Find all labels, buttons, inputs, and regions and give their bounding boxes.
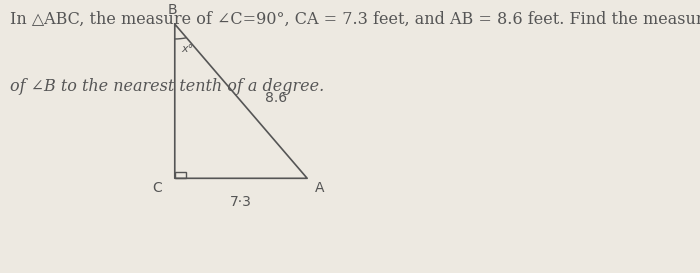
Text: C: C	[152, 181, 162, 195]
Text: of ∠B to the nearest tenth of a degree.: of ∠B to the nearest tenth of a degree.	[10, 78, 324, 95]
Text: A: A	[315, 181, 325, 195]
Bar	[175, 172, 186, 178]
Text: 8.6: 8.6	[265, 91, 287, 105]
Text: B: B	[167, 3, 177, 17]
Text: In △ABC, the measure of ∠C=90°, CA = 7.3 feet, and AB = 8.6 feet. Find the measu: In △ABC, the measure of ∠C=90°, CA = 7.3…	[10, 11, 700, 28]
Text: x°: x°	[181, 44, 193, 54]
Text: 7·3: 7·3	[230, 195, 252, 209]
